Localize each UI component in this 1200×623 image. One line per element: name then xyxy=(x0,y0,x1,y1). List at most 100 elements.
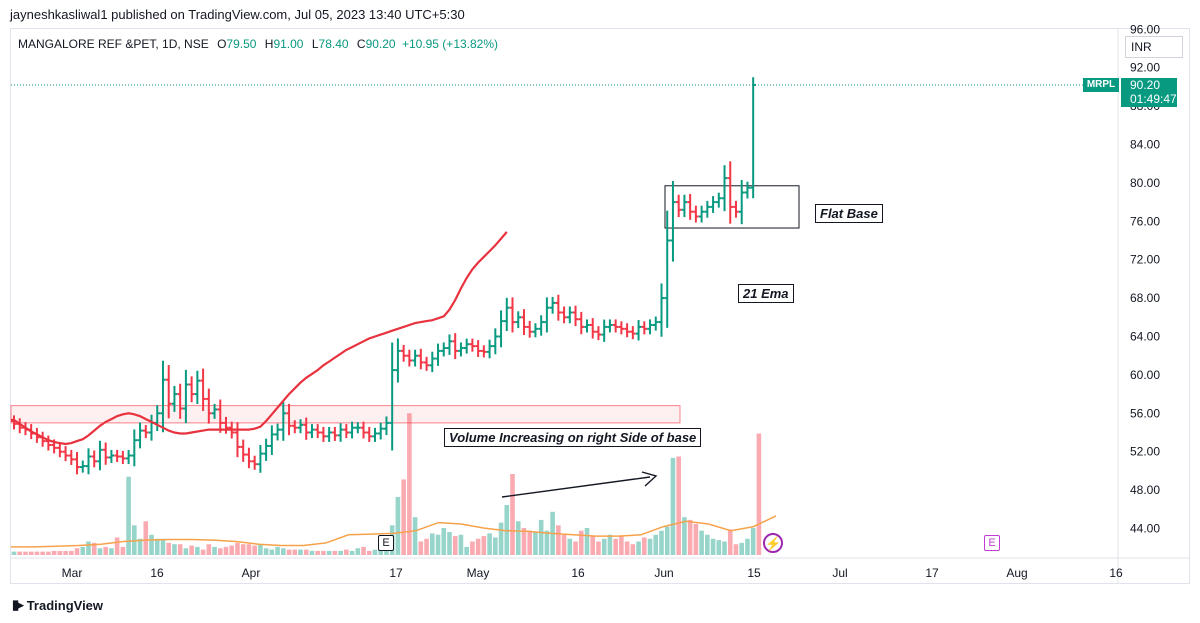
close-value: 90.20 xyxy=(365,37,396,51)
volume-bar xyxy=(309,550,315,555)
volume-bar xyxy=(452,536,458,555)
volume-bar xyxy=(63,550,68,555)
ohlc-bar xyxy=(532,323,539,338)
ohlc-bar xyxy=(206,388,212,424)
volume-bar xyxy=(80,546,86,555)
ohlc-bar xyxy=(183,369,189,424)
open-label: O xyxy=(217,37,227,51)
y-tick-label: 92.00 xyxy=(1130,61,1160,75)
volume-bar xyxy=(366,550,372,555)
ohlc-bar xyxy=(738,180,745,225)
volume-bar xyxy=(23,551,28,555)
ohlc-bar xyxy=(62,446,69,462)
volume-bar xyxy=(733,544,739,555)
ohlc-bar xyxy=(79,460,86,473)
ohlc-bar xyxy=(297,419,304,434)
ohlc-bar xyxy=(263,438,269,461)
ohlc-bar xyxy=(750,77,756,199)
volume-bar xyxy=(195,546,200,555)
volume-bar xyxy=(91,542,97,555)
volume-bar xyxy=(705,534,710,555)
volume-bar xyxy=(137,538,143,555)
volume-bar xyxy=(17,551,23,555)
volume-bar xyxy=(229,545,235,555)
tradingview-brand[interactable]: ▮▸ TradingView xyxy=(12,597,103,613)
x-tick-label: 16 xyxy=(1109,566,1123,580)
ohlc-bar xyxy=(515,311,522,329)
ohlc-bar xyxy=(704,200,711,218)
ohlc-bar xyxy=(578,311,585,335)
volume-bar xyxy=(470,541,475,555)
ohlc-bar xyxy=(137,422,143,449)
volume-bar xyxy=(710,538,716,555)
volume-bar xyxy=(429,533,435,555)
volume-bar xyxy=(647,538,653,555)
ohlc-bar xyxy=(452,333,459,360)
x-tick-label: 17 xyxy=(389,566,403,580)
volume-bar xyxy=(258,544,263,555)
volume-bar xyxy=(217,548,223,555)
ohlc-bar xyxy=(612,319,619,333)
volume-bar xyxy=(670,457,676,555)
x-tick-label: Mar xyxy=(62,566,83,580)
volume-bar xyxy=(596,541,601,555)
ohlc-bar xyxy=(91,450,98,468)
published-by: jayneshkasliwal1 published on TradingVie… xyxy=(10,7,465,22)
volume-bar xyxy=(653,534,659,555)
y-tick-label: 84.00 xyxy=(1130,138,1160,152)
ohlc-bar xyxy=(572,305,579,327)
y-tick-label: 68.00 xyxy=(1130,291,1160,305)
ohlc-bar xyxy=(114,449,120,463)
x-tick-label: 16 xyxy=(150,566,164,580)
ohlc-bar xyxy=(544,297,550,333)
volume-bar xyxy=(544,530,550,555)
ohlc-bar xyxy=(469,338,476,352)
ohlc-bar xyxy=(234,422,241,458)
y-tick-label: 48.00 xyxy=(1130,483,1160,497)
ohlc-bar xyxy=(555,294,562,321)
volume-bar xyxy=(630,544,636,555)
y-tick-label: 80.00 xyxy=(1130,176,1160,190)
volume-bar xyxy=(515,521,521,555)
ema-annotation[interactable]: 21 Ema xyxy=(738,284,794,303)
future-earnings-marker[interactable]: E xyxy=(984,535,1000,551)
ohlc-bar xyxy=(171,385,178,412)
ohlc-bar xyxy=(160,360,166,433)
low-label: L xyxy=(311,37,319,51)
volume-annotation[interactable]: Volume Increasing on right Side of base xyxy=(444,428,702,447)
volume-bar xyxy=(177,544,183,555)
volume-bar xyxy=(407,413,412,555)
currency-selector[interactable]: INR xyxy=(1125,36,1183,58)
volume-bar xyxy=(464,546,469,555)
chart-frame xyxy=(10,28,1190,584)
ohlc-bar xyxy=(412,349,418,367)
x-tick-label: 16 xyxy=(571,566,585,580)
ohlc-bar xyxy=(733,200,739,218)
volume-bar xyxy=(46,551,51,555)
volume-bar xyxy=(521,528,527,555)
volume-bar xyxy=(601,538,607,555)
earnings-marker[interactable]: E xyxy=(378,535,394,551)
last-price-value: 90.20 xyxy=(1130,78,1161,92)
volume-bar xyxy=(739,542,745,555)
ema21-line xyxy=(11,231,508,446)
volume-bar xyxy=(200,549,206,555)
ohlc-bar xyxy=(108,449,115,464)
flat-base-annotation[interactable]: Flat Base xyxy=(815,204,883,223)
volume-bar xyxy=(103,546,108,555)
volume-bar xyxy=(578,530,584,555)
ohlc-bar xyxy=(492,328,499,355)
ohlc-bar xyxy=(269,425,275,455)
ohlc-bar xyxy=(377,422,384,440)
volume-bar xyxy=(40,551,45,555)
annotation-arrow-head xyxy=(641,471,658,487)
ohlc-bar xyxy=(618,321,625,335)
volume-bar xyxy=(206,544,212,555)
high-label: H xyxy=(264,37,274,51)
ohlc-bar xyxy=(45,435,52,451)
brand-label: TradingView xyxy=(26,597,104,613)
ohlc-bar xyxy=(521,309,527,336)
annotation-arrow-line xyxy=(501,476,651,498)
dividend-marker[interactable]: ⚡ xyxy=(763,533,783,553)
